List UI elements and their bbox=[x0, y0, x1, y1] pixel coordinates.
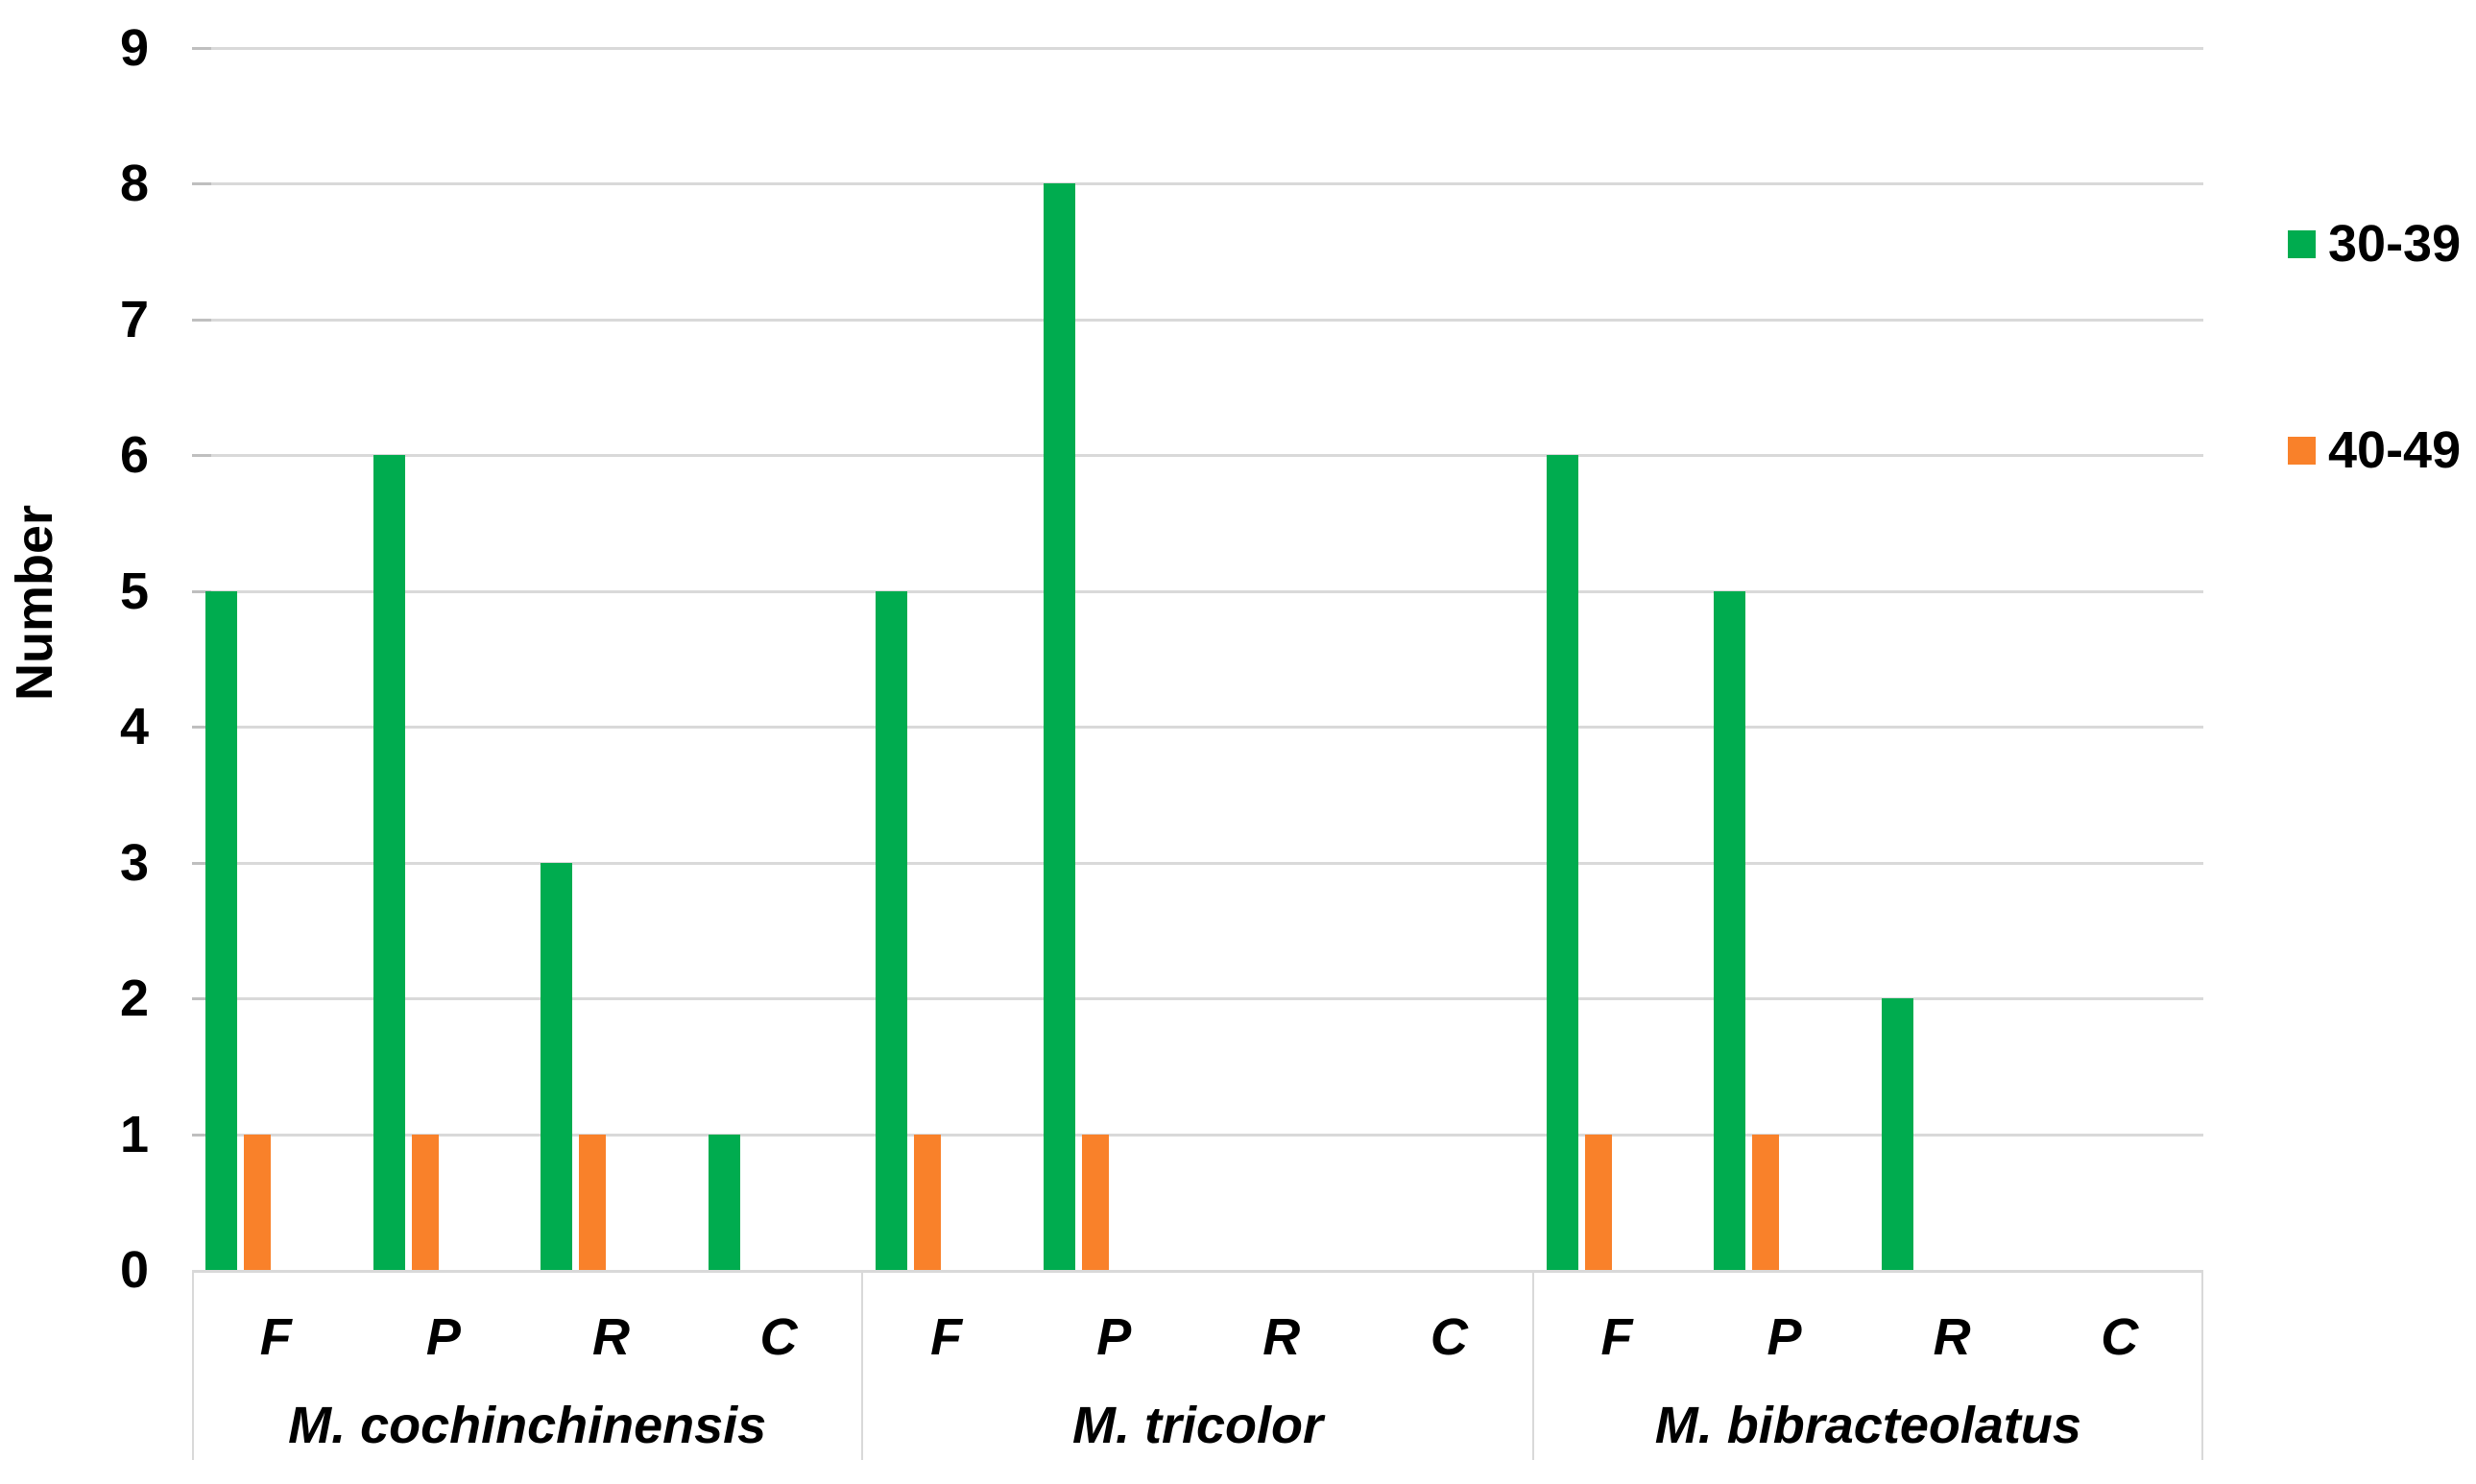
legend-label-30-39: 30-39 bbox=[2328, 215, 2462, 273]
bar-30-39-P-group3 bbox=[1714, 590, 1746, 1270]
y-tick-mark-8 bbox=[192, 182, 211, 186]
y-tick-label-2: 2 bbox=[119, 969, 149, 1028]
category-label-P-group3: P bbox=[1767, 1308, 1802, 1366]
category-label-F-group3: F bbox=[1600, 1308, 1633, 1366]
legend-entry-40-49: 40-49 bbox=[2288, 421, 2461, 479]
y-tick-mark-3 bbox=[192, 861, 211, 865]
gridline-y-6 bbox=[192, 454, 2203, 458]
plot-area bbox=[192, 47, 2203, 1270]
gridline-y-5 bbox=[192, 589, 2203, 593]
category-label-R-group2: R bbox=[1262, 1308, 1301, 1366]
bar-40-49-F-group1 bbox=[244, 1134, 271, 1270]
bar-40-49-F-group2 bbox=[914, 1134, 942, 1270]
category-label-F-group1: F bbox=[259, 1308, 292, 1366]
y-tick-mark-1 bbox=[192, 1133, 211, 1137]
band-divider-1 bbox=[861, 1273, 864, 1460]
y-tick-label-4: 4 bbox=[119, 698, 149, 756]
bar-30-39-R-group3 bbox=[1881, 998, 1913, 1270]
gridline-y-1 bbox=[192, 1133, 2203, 1137]
group-label-1: M. cochinchinensis bbox=[288, 1397, 767, 1454]
bar-40-49-P-group3 bbox=[1752, 1134, 1780, 1270]
y-tick-label-7: 7 bbox=[119, 290, 149, 348]
bar-30-39-P-group2 bbox=[1043, 183, 1075, 1270]
y-tick-mark-4 bbox=[192, 726, 211, 730]
x-axis-category-band: F P R C M. cochinchinensis F P R C M. tricolor F P R… bbox=[192, 1270, 2203, 1460]
y-tick-label-3: 3 bbox=[119, 833, 149, 892]
bar-30-39-R-group1 bbox=[541, 862, 573, 1270]
bar-40-49-P-group1 bbox=[411, 1134, 439, 1270]
legend-swatch-40-49 bbox=[2288, 436, 2316, 465]
y-tick-mark-7 bbox=[192, 318, 211, 322]
legend-swatch-30-39 bbox=[2288, 229, 2316, 258]
bar-30-39-F-group3 bbox=[1546, 455, 1578, 1270]
category-label-C-group1: C bbox=[759, 1308, 798, 1366]
legend-label-40-49: 40-49 bbox=[2328, 421, 2462, 479]
category-label-P-group2: P bbox=[1096, 1308, 1132, 1366]
y-tick-label-0: 0 bbox=[119, 1241, 149, 1299]
category-label-C-group3: C bbox=[2101, 1308, 2139, 1366]
gridline-y-8 bbox=[192, 182, 2203, 186]
category-label-R-group1: R bbox=[591, 1308, 630, 1366]
bar-40-49-R-group1 bbox=[579, 1134, 607, 1270]
group-label-3: M. bibracteolatus bbox=[1654, 1397, 2081, 1454]
category-label-R-group3: R bbox=[1933, 1308, 1971, 1366]
category-label-F-group2: F bbox=[930, 1308, 963, 1366]
gridline-y-3 bbox=[192, 861, 2203, 865]
group-label-2: M. tricolor bbox=[1071, 1397, 1324, 1454]
y-tick-mark-2 bbox=[192, 997, 211, 1001]
y-tick-mark-9 bbox=[192, 47, 211, 50]
band-divider-0 bbox=[192, 1273, 194, 1460]
band-divider-right bbox=[2201, 1273, 2203, 1460]
category-label-C-group2: C bbox=[1430, 1308, 1468, 1366]
bar-40-49-P-group2 bbox=[1081, 1134, 1109, 1270]
y-tick-label-9: 9 bbox=[119, 19, 149, 77]
y-tick-mark-6 bbox=[192, 454, 211, 458]
gridline-y-2 bbox=[192, 997, 2203, 1001]
bar-30-39-F-group1 bbox=[205, 590, 237, 1270]
category-label-P-group1: P bbox=[425, 1308, 461, 1366]
y-tick-mark-5 bbox=[192, 589, 211, 593]
band-divider-2 bbox=[1531, 1273, 1534, 1460]
y-tick-label-5: 5 bbox=[119, 562, 149, 620]
gridline-y-9 bbox=[192, 47, 2203, 50]
gridline-y-7 bbox=[192, 318, 2203, 322]
bar-30-39-F-group2 bbox=[876, 590, 908, 1270]
bar-40-49-F-group3 bbox=[1584, 1134, 1612, 1270]
y-tick-label-8: 8 bbox=[119, 155, 149, 213]
y-tick-label-6: 6 bbox=[119, 426, 149, 485]
y-tick-label-1: 1 bbox=[119, 1105, 149, 1163]
bar-30-39-C-group1 bbox=[708, 1134, 740, 1270]
legend-entry-30-39: 30-39 bbox=[2288, 215, 2461, 273]
bar-30-39-P-group1 bbox=[373, 455, 405, 1270]
gridline-y-4 bbox=[192, 726, 2203, 730]
